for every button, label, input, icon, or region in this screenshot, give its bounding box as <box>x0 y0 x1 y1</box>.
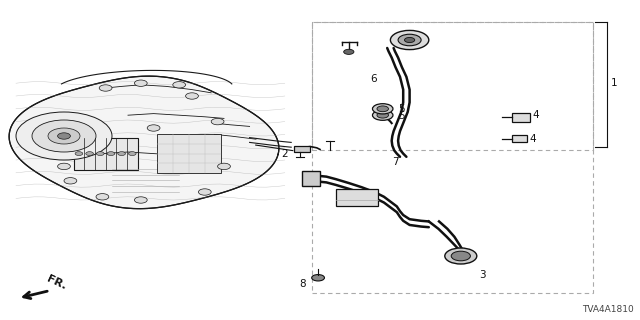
Circle shape <box>64 178 77 184</box>
Circle shape <box>390 30 429 50</box>
Circle shape <box>372 104 393 114</box>
Circle shape <box>344 49 354 54</box>
Circle shape <box>372 110 393 120</box>
Bar <box>512 135 527 142</box>
Text: 8: 8 <box>300 279 306 289</box>
Circle shape <box>312 275 324 281</box>
Bar <box>336 189 378 206</box>
Circle shape <box>58 133 70 139</box>
Bar <box>74 138 138 170</box>
Circle shape <box>96 194 109 200</box>
Circle shape <box>86 152 93 156</box>
Text: 7: 7 <box>392 157 398 167</box>
Bar <box>302 171 320 186</box>
Circle shape <box>75 152 83 156</box>
Text: 6: 6 <box>370 74 376 84</box>
Bar <box>512 113 530 122</box>
Bar <box>312 22 593 150</box>
Circle shape <box>218 163 230 170</box>
Text: FR.: FR. <box>45 274 68 292</box>
Text: 5: 5 <box>398 104 404 114</box>
Circle shape <box>198 189 211 195</box>
Text: 4: 4 <box>530 134 536 144</box>
Text: TVA4A1810: TVA4A1810 <box>582 305 634 314</box>
Circle shape <box>147 125 160 131</box>
Circle shape <box>211 118 224 125</box>
Circle shape <box>398 34 421 46</box>
Bar <box>312 22 593 293</box>
Circle shape <box>129 152 136 156</box>
Circle shape <box>58 163 70 170</box>
Text: 1: 1 <box>611 78 617 88</box>
Circle shape <box>134 197 147 203</box>
Polygon shape <box>9 76 279 209</box>
Circle shape <box>451 251 470 261</box>
Circle shape <box>32 120 96 152</box>
Circle shape <box>48 128 80 144</box>
Circle shape <box>134 80 147 86</box>
Circle shape <box>118 152 125 156</box>
Circle shape <box>186 93 198 99</box>
Circle shape <box>97 152 104 156</box>
Circle shape <box>377 112 388 118</box>
Circle shape <box>173 82 186 88</box>
Circle shape <box>404 37 415 43</box>
Text: 3: 3 <box>479 270 485 280</box>
Text: 4: 4 <box>532 110 539 120</box>
Bar <box>157 134 221 173</box>
Circle shape <box>99 85 112 91</box>
Bar <box>294 146 310 152</box>
Text: 5: 5 <box>398 111 404 121</box>
Text: 2: 2 <box>282 149 288 159</box>
Circle shape <box>445 248 477 264</box>
Circle shape <box>377 106 388 112</box>
Circle shape <box>107 152 115 156</box>
Circle shape <box>16 112 112 160</box>
